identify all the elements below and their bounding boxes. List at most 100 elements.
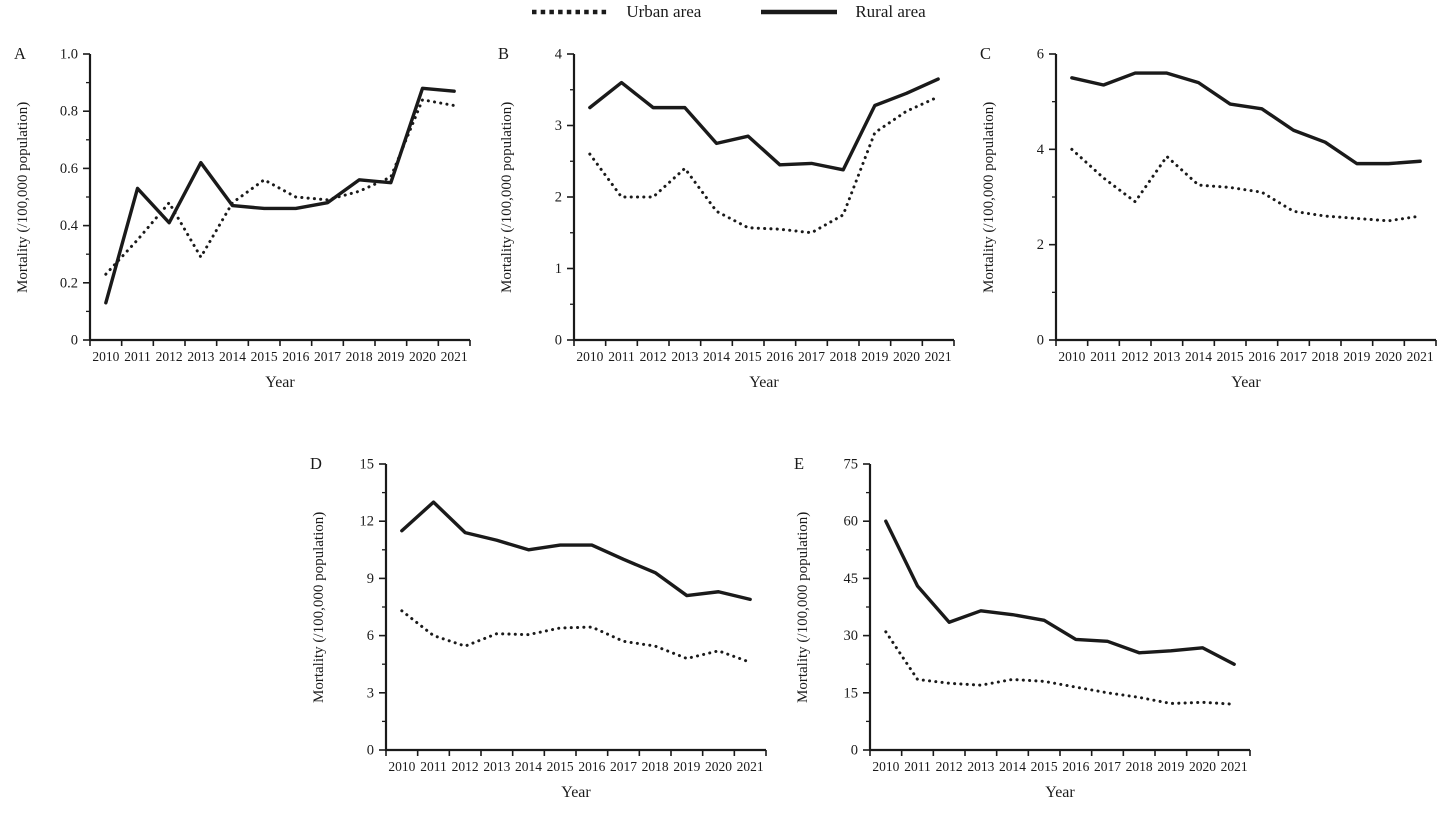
panel-a-letter: A xyxy=(14,44,26,63)
svg-text:0: 0 xyxy=(1037,333,1044,349)
svg-text:2019: 2019 xyxy=(1157,759,1184,774)
svg-text:2010: 2010 xyxy=(872,759,899,774)
svg-text:0: 0 xyxy=(367,743,374,759)
svg-text:2020: 2020 xyxy=(705,759,732,774)
panel-c-plot: 0 2 4 6 2010 2011 2012 2013 2014 2015 2016 2017 2018… xyxy=(1004,44,1446,379)
svg-text:2021: 2021 xyxy=(1221,759,1248,774)
legend-item-urban: Urban area xyxy=(530,2,701,22)
svg-text:2013: 2013 xyxy=(1153,349,1180,364)
panel-b-x-axis-label: Year xyxy=(749,374,779,391)
svg-text:6: 6 xyxy=(367,628,374,644)
svg-text:9: 9 xyxy=(367,571,374,587)
panel-e-letter: E xyxy=(794,454,805,473)
svg-text:2019: 2019 xyxy=(673,759,700,774)
svg-text:2010: 2010 xyxy=(1058,349,1085,364)
svg-text:2017: 2017 xyxy=(1094,759,1121,774)
panel-e-chart: 0 15 30 45 60 75 2010 2011 2012 2013 2014 2015 2016 2… xyxy=(844,457,1251,774)
svg-text:2016: 2016 xyxy=(1248,349,1275,364)
svg-text:2021: 2021 xyxy=(441,349,468,364)
svg-text:2020: 2020 xyxy=(893,349,920,364)
legend-label-rural: Rural area xyxy=(855,2,926,21)
panel-a-plot: 0 0.2 0.4 0.6 0.8 1.0 2010 2011 2012 2013 2014 2015… xyxy=(38,44,480,379)
panel-b-y-axis-label: Mortality (/100,000 population) xyxy=(499,101,515,293)
svg-text:2015: 2015 xyxy=(735,349,762,364)
panel-c-x-axis-label: Year xyxy=(1231,374,1261,391)
panel-d-plot: 0 3 6 9 12 15 2010 2011 2012 2013 2014 2015 2016 2017… xyxy=(334,454,776,789)
panel-b-letter: B xyxy=(498,44,510,63)
svg-text:15: 15 xyxy=(360,457,375,473)
svg-text:2020: 2020 xyxy=(409,349,436,364)
panel-d-y-axis-label: Mortality (/100,000 population) xyxy=(311,511,327,703)
svg-text:2011: 2011 xyxy=(904,759,931,774)
svg-text:2013: 2013 xyxy=(671,349,698,364)
svg-text:2012: 2012 xyxy=(156,349,183,364)
svg-text:2015: 2015 xyxy=(251,349,278,364)
svg-text:2014: 2014 xyxy=(219,349,246,364)
panel-d-x-axis-label: Year xyxy=(561,784,591,801)
svg-text:60: 60 xyxy=(844,514,859,530)
svg-text:30: 30 xyxy=(844,628,859,644)
svg-text:2: 2 xyxy=(1037,237,1044,253)
svg-text:3: 3 xyxy=(367,685,374,701)
svg-text:2015: 2015 xyxy=(547,759,574,774)
panel-a-x-axis-label: Year xyxy=(265,374,295,391)
svg-text:2018: 2018 xyxy=(1126,759,1153,774)
svg-text:2013: 2013 xyxy=(483,759,510,774)
svg-text:15: 15 xyxy=(844,685,859,701)
svg-text:2019: 2019 xyxy=(377,349,404,364)
svg-text:0: 0 xyxy=(851,743,858,759)
svg-text:2012: 2012 xyxy=(936,759,963,774)
svg-text:2: 2 xyxy=(555,190,562,206)
svg-text:2018: 2018 xyxy=(830,349,857,364)
svg-text:2011: 2011 xyxy=(420,759,447,774)
svg-text:2016: 2016 xyxy=(1062,759,1089,774)
svg-text:2017: 2017 xyxy=(314,349,341,364)
legend: Urban area Rural area xyxy=(0,2,1456,22)
svg-text:2014: 2014 xyxy=(703,349,730,364)
rural-solid-line-sample xyxy=(761,9,838,15)
svg-text:2010: 2010 xyxy=(388,759,415,774)
svg-text:2017: 2017 xyxy=(1280,349,1307,364)
svg-text:0.4: 0.4 xyxy=(60,218,79,234)
svg-text:0.6: 0.6 xyxy=(60,161,78,177)
panel-e-x-axis-label: Year xyxy=(1045,784,1075,801)
panel-b: B Mortality (/100,000 population) 0 1 2 3 4 2… xyxy=(486,44,964,400)
panel-d-letter: D xyxy=(310,454,322,473)
legend-label-urban: Urban area xyxy=(626,2,702,21)
svg-text:1.0: 1.0 xyxy=(60,47,78,63)
svg-text:3: 3 xyxy=(555,118,562,134)
svg-text:12: 12 xyxy=(360,514,375,530)
svg-text:2014: 2014 xyxy=(515,759,542,774)
svg-text:2013: 2013 xyxy=(967,759,994,774)
svg-text:2017: 2017 xyxy=(798,349,825,364)
svg-text:2019: 2019 xyxy=(1343,349,1370,364)
panel-b-chart: 0 1 2 3 4 2010 2011 2012 2013 2014 2015 2016 2017 201… xyxy=(555,47,955,364)
svg-text:2015: 2015 xyxy=(1217,349,1244,364)
panel-a-chart: 0 0.2 0.4 0.6 0.8 1.0 2010 2011 2012 2013 2014 2015… xyxy=(60,47,471,364)
svg-text:2016: 2016 xyxy=(766,349,793,364)
panel-a-y-axis-label: Mortality (/100,000 population) xyxy=(15,101,31,293)
svg-text:75: 75 xyxy=(844,457,859,473)
svg-text:2011: 2011 xyxy=(608,349,635,364)
svg-text:2018: 2018 xyxy=(1312,349,1339,364)
svg-text:6: 6 xyxy=(1037,47,1044,63)
svg-text:2019: 2019 xyxy=(861,349,888,364)
panel-b-plot: 0 1 2 3 4 2010 2011 2012 2013 2014 2015 2016 2017 201… xyxy=(522,44,964,379)
panel-a: A Mortality (/100,000 population) 0 0.2 0.… xyxy=(2,44,480,400)
svg-text:2020: 2020 xyxy=(1189,759,1216,774)
svg-text:2012: 2012 xyxy=(640,349,667,364)
panel-c-y-axis-label: Mortality (/100,000 population) xyxy=(981,101,997,293)
svg-text:2011: 2011 xyxy=(124,349,151,364)
svg-text:2021: 2021 xyxy=(925,349,952,364)
legend-item-rural: Rural area xyxy=(759,2,926,22)
svg-text:2016: 2016 xyxy=(282,349,309,364)
svg-text:1: 1 xyxy=(555,261,562,277)
svg-text:2011: 2011 xyxy=(1090,349,1117,364)
svg-text:2017: 2017 xyxy=(610,759,637,774)
panel-c-letter: C xyxy=(980,44,992,63)
svg-text:0: 0 xyxy=(71,333,78,349)
svg-text:2018: 2018 xyxy=(346,349,373,364)
svg-text:0.2: 0.2 xyxy=(60,275,78,291)
svg-text:4: 4 xyxy=(1037,142,1045,158)
